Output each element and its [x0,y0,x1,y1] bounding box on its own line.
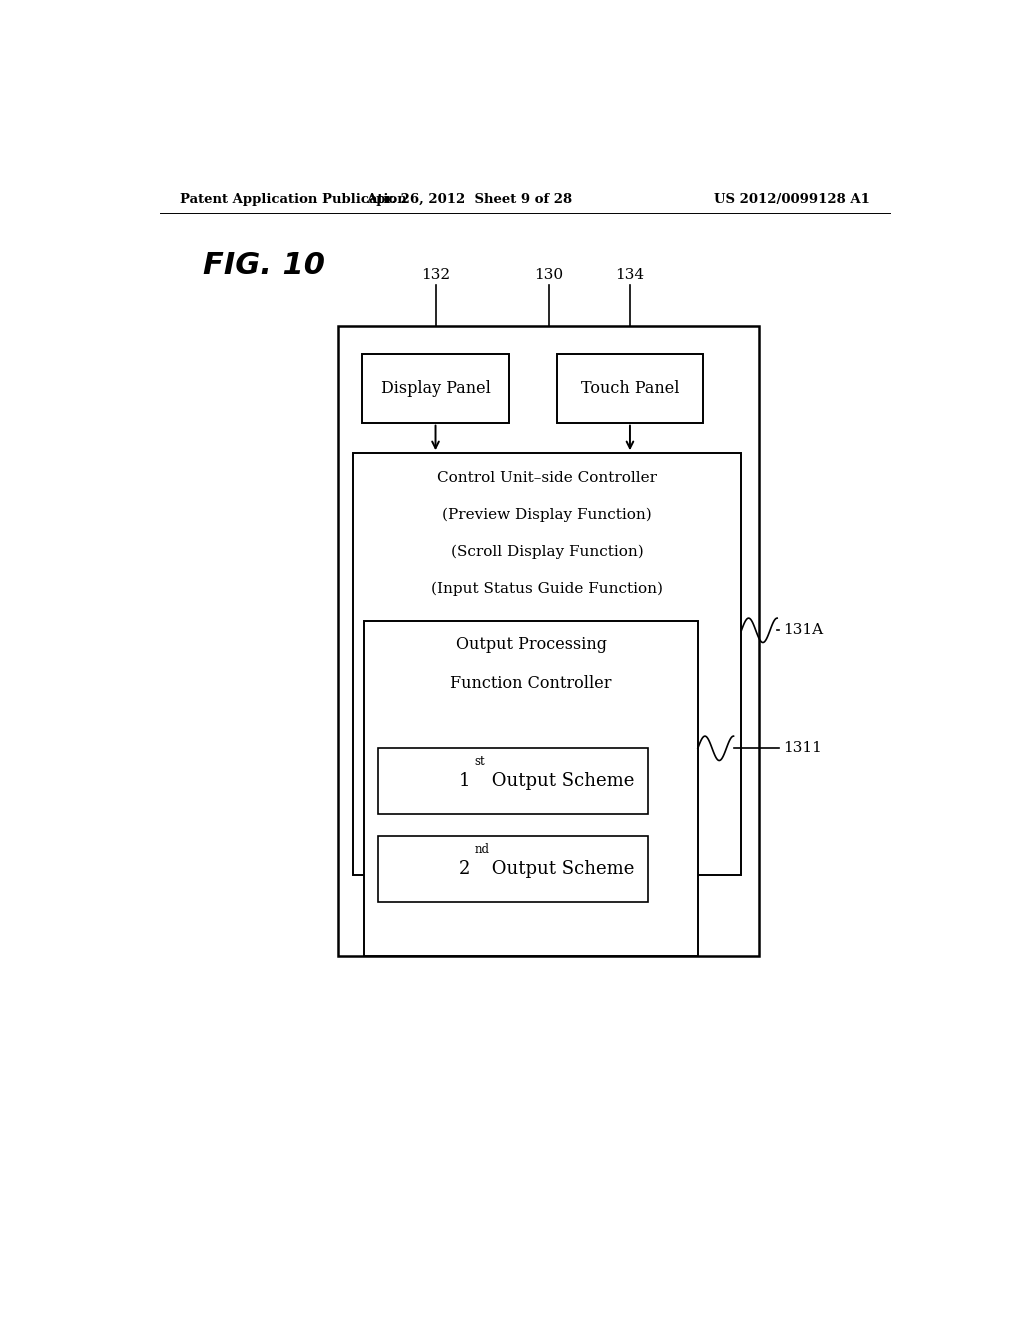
Text: st: st [475,755,485,768]
Text: nd: nd [475,843,489,857]
Text: Output Scheme: Output Scheme [486,772,634,789]
Bar [378,748,648,814]
Text: 130: 130 [535,268,563,282]
Text: 1311: 1311 [782,742,821,755]
Bar [557,354,703,422]
Text: 134: 134 [615,268,644,282]
Bar [338,326,759,956]
Text: (Input Status Guide Function): (Input Status Guide Function) [431,581,663,595]
Text: Display Panel: Display Panel [381,380,490,396]
Text: Output Processing: Output Processing [456,636,606,653]
Text: Control Unit–side Controller: Control Unit–side Controller [437,471,657,486]
Text: FIG. 10: FIG. 10 [204,251,326,280]
Text: Patent Application Publication: Patent Application Publication [179,193,407,206]
Text: (Preview Display Function): (Preview Display Function) [442,508,652,523]
Bar [365,620,697,956]
Text: Output Scheme: Output Scheme [486,861,634,878]
Text: 131A: 131A [782,623,823,638]
Bar [378,837,648,903]
Text: 2: 2 [459,861,470,878]
Text: US 2012/0099128 A1: US 2012/0099128 A1 [714,193,870,206]
Text: 132: 132 [421,268,451,282]
Bar [362,354,509,422]
Text: Touch Panel: Touch Panel [581,380,679,396]
Text: 1: 1 [459,772,470,789]
Text: (Scroll Display Function): (Scroll Display Function) [451,545,643,560]
Bar [352,453,741,875]
Text: Apr. 26, 2012  Sheet 9 of 28: Apr. 26, 2012 Sheet 9 of 28 [367,193,572,206]
Text: Function Controller: Function Controller [451,675,612,692]
